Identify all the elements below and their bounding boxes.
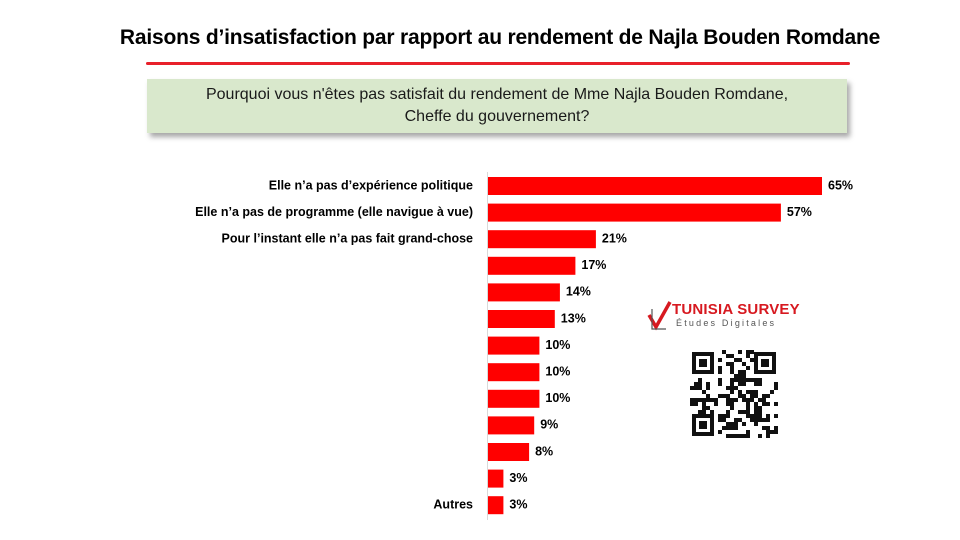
bars-group: 65% Elle n’a pas d’expérience politique 57… [195, 177, 853, 515]
logo-name: TUNISIA SURVEY [672, 301, 800, 318]
page-title: Raisons d’insatisfaction par rapport au … [119, 26, 881, 49]
value-label-4: 17% [581, 258, 606, 272]
logo-subtitle: Études Digitales [676, 318, 777, 328]
bar-2 [488, 203, 781, 222]
qr-code-icon [690, 350, 778, 438]
value-label-3: 21% [602, 231, 627, 245]
bar-11 [488, 443, 530, 461]
value-label-10: 9% [540, 418, 558, 432]
question-box: Pourquoi vous n'êtes pas satisfait du re… [147, 79, 847, 133]
category-label-3: Pour l’instant elle n’a pas fait grand-c… [222, 231, 473, 245]
bar-12 [488, 469, 504, 488]
bar-9 [488, 389, 540, 408]
category-label-1: Elle n’a pas d’expérience politique [269, 178, 473, 192]
bar-7 [488, 336, 540, 355]
value-label-12: 3% [509, 471, 527, 485]
bar-4 [488, 256, 576, 275]
value-label-13: 3% [509, 497, 527, 511]
value-label-11: 8% [535, 444, 553, 458]
bar-3 [488, 230, 596, 249]
value-label-5: 14% [566, 285, 591, 299]
bar-13 [488, 496, 504, 515]
category-label-13: Autres [433, 497, 473, 511]
value-label-1: 65% [828, 178, 853, 192]
value-label-6: 13% [561, 311, 586, 325]
bar-6 [488, 310, 555, 328]
bar-8 [488, 363, 540, 382]
value-label-8: 10% [545, 364, 570, 378]
question-text: Pourquoi vous n'êtes pas satisfait du re… [205, 86, 789, 125]
value-label-9: 10% [545, 391, 570, 405]
tunisia-survey-logo: TUNISIA SURVEY Études Digitales [646, 299, 806, 333]
checkmark-icon [647, 301, 672, 331]
category-label-2: Elle n’a pas de programme (elle navigue … [195, 205, 473, 219]
title-underline [146, 62, 850, 65]
bar-10 [488, 416, 535, 435]
bar-1 [488, 177, 822, 195]
value-label-2: 57% [787, 205, 812, 219]
bar-5 [488, 283, 560, 302]
value-label-7: 10% [545, 338, 570, 352]
